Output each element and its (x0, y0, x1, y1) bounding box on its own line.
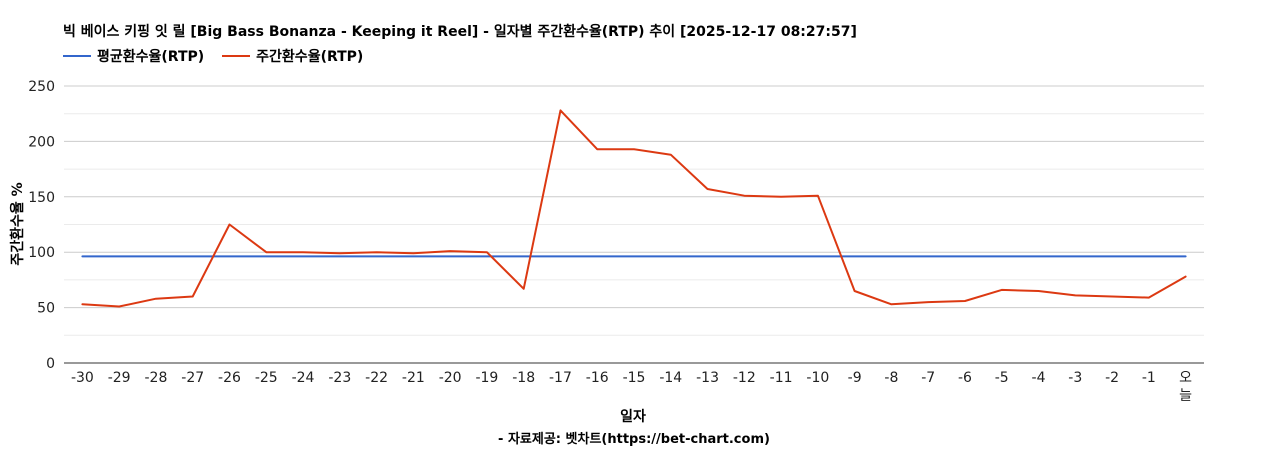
source-note: - 자료제공: 벳차트(https://bet-chart.com) (498, 432, 770, 447)
x-tick-label: -11 (770, 370, 793, 386)
legend-swatch-weekly (222, 55, 251, 57)
x-tick-label: -14 (659, 370, 682, 386)
x-tick-label: -27 (181, 370, 204, 386)
y-tick-label: 50 (37, 301, 55, 317)
x-tick-label: -2 (1105, 370, 1119, 386)
x-tick-label: -9 (848, 370, 862, 386)
x-tick-label: -1 (1142, 370, 1156, 386)
x-tick-label: -17 (549, 370, 572, 386)
x-tick-label: -6 (958, 370, 972, 386)
y-axis-title: 주간환수율 % (9, 182, 26, 265)
chart-title: 빅 베이스 키핑 잇 릴 [Big Bass Bonanza - Keeping… (63, 24, 857, 40)
legend-swatch-average (63, 55, 91, 57)
x-tick-label: -24 (292, 370, 315, 386)
x-axis-title: 일자 (620, 409, 646, 425)
x-tick-label: -19 (475, 370, 498, 386)
x-tick-label: -15 (623, 370, 646, 386)
x-axis-ticks: -30 -29 -28 -27 -26 -25 -24 -23 -22 -21 -20 -19 -18-… (71, 370, 1192, 404)
x-tick-label: -10 (806, 370, 829, 386)
x-tick-label: -8 (884, 370, 898, 386)
x-tick-label: -26 (218, 370, 241, 386)
x-tick-label: -4 (1032, 370, 1046, 386)
x-tick-label: -25 (255, 370, 278, 386)
x-tick-label: -5 (995, 370, 1009, 386)
x-tick-label: -23 (328, 370, 351, 386)
series-lines (81, 109, 1187, 308)
x-tick-label: -7 (921, 370, 935, 386)
x-tick-label: -18 (512, 370, 535, 386)
legend: 평균환수율(RTP) 주간환수율(RTP) (63, 46, 381, 66)
x-tick-label: -3 (1068, 370, 1082, 386)
x-tick-label: -16 (586, 370, 609, 386)
y-axis-ticks: 0 50 100 150 200 250 (28, 79, 55, 372)
x-tick-label: -30 (71, 370, 94, 386)
y-tick-label: 150 (28, 190, 55, 206)
y-tick-label: 250 (28, 79, 55, 95)
x-tick-label: -21 (402, 370, 425, 386)
legend-item-average[interactable]: 평균환수율(RTP) (63, 46, 204, 66)
x-tick-label: -29 (108, 370, 131, 386)
x-tick-label: -28 (144, 370, 167, 386)
legend-item-weekly[interactable]: 주간환수율(RTP) (222, 46, 363, 66)
x-tick-label: -12 (733, 370, 756, 386)
x-tick-label: -20 (439, 370, 462, 386)
y-tick-label: 100 (28, 245, 55, 261)
legend-label-weekly: 주간환수율(RTP) (256, 49, 364, 65)
legend-label-average: 평균환수율(RTP) (97, 49, 205, 65)
grid (64, 85, 1204, 364)
x-tick-label: -22 (365, 370, 388, 386)
y-tick-label: 200 (28, 134, 55, 150)
y-tick-label: 0 (46, 356, 55, 372)
series-line-weekly[interactable] (81, 109, 1187, 308)
x-tick-label: -13 (696, 370, 719, 386)
